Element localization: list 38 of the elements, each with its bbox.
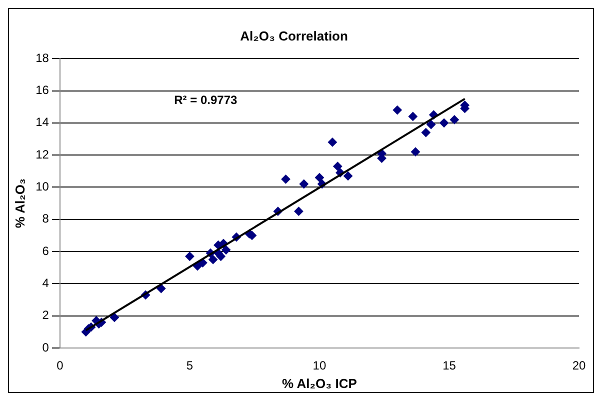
point [408,112,418,121]
y-tick-label: 8 [42,212,50,226]
x-tick-label: 20 [572,358,586,373]
point [392,106,402,115]
x-tick-label: 15 [442,358,456,373]
point [421,128,430,138]
x-axis-title: % Al₂O₃ ICP [282,376,358,391]
y-tick-label: 14 [36,115,50,130]
point [156,284,166,294]
point [344,171,353,180]
point [314,173,324,182]
point [426,120,436,130]
point [328,138,337,147]
point [281,174,290,184]
x-tick-label: 0 [56,358,64,373]
y-tick-label: 2 [42,308,50,322]
x-tick-label: 5 [186,358,194,373]
point [208,255,218,264]
annotation: R² = 0.9773 [174,92,238,107]
point [411,147,420,156]
y-axis-title: % Al₂O₃ [12,178,28,228]
y-tick-label: 6 [42,244,50,258]
y-tick-label: 4 [42,276,50,290]
x-tick-label: 10 [312,358,326,373]
chart-title: Al₂O₃ Correlation [240,28,348,44]
point [185,252,194,261]
y-tick-label: 10 [36,180,50,194]
y-tick-label: 12 [36,147,50,162]
point [222,245,231,254]
point [299,180,308,189]
point [110,312,119,322]
y-tick-label: 0 [42,340,50,354]
point [440,118,449,128]
point [294,206,304,216]
point [450,115,459,124]
y-tick-label: 18 [36,50,50,65]
y-tick-label: 16 [36,83,50,98]
point [333,162,342,171]
